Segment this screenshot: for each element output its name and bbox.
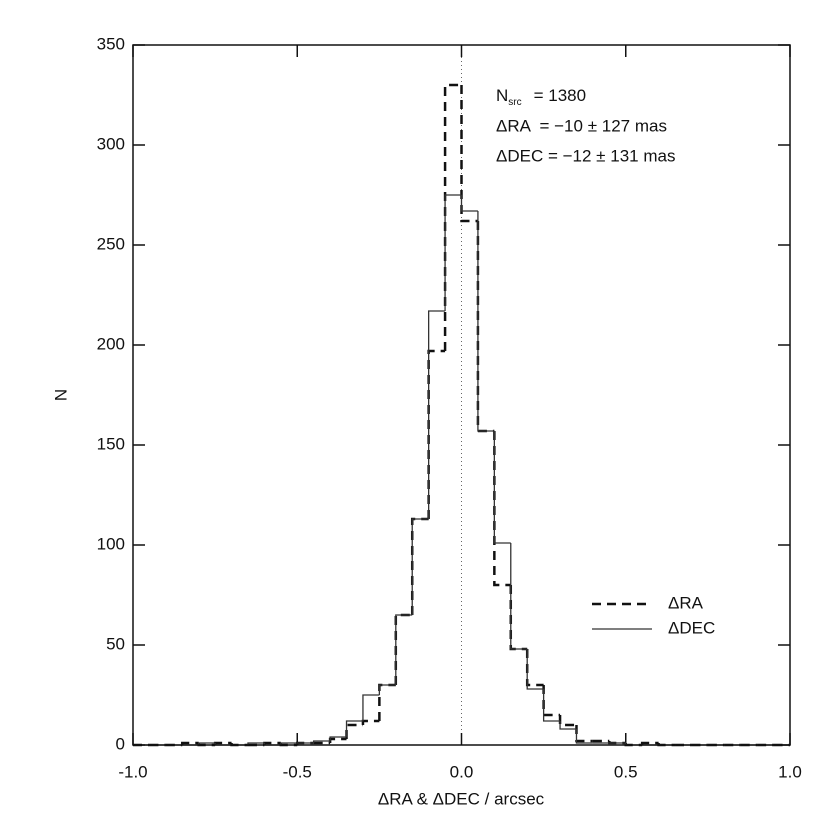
legend-label: ΔDEC [668,618,715,637]
y-tick-label: 100 [97,534,125,553]
hist-step [427,349,446,519]
hist-step [395,614,413,685]
y-tick-label: 0 [116,734,125,753]
hist-step [378,683,396,721]
hist-step [460,85,478,223]
hist-step [410,517,429,615]
hist-step [443,83,462,351]
hist-step [477,211,495,432]
hist-step [329,736,347,741]
x-axis-label: ΔRA & ΔDEC / arcsec [378,789,545,808]
hist-step [428,310,446,519]
y-tick-label: 200 [97,334,125,353]
hist-step [493,431,511,587]
n-sub: src [508,97,521,108]
hist-step [362,694,380,721]
x-tick-label: -1.0 [118,762,147,781]
hist-step [444,194,462,311]
n-text: = 1380 [534,86,586,105]
hist-step [575,725,593,743]
hist-step [559,721,577,730]
annotation: ΔDEC = −12 ± 131 mas [496,146,675,165]
hist-step [542,685,561,717]
hist-step [328,737,347,743]
hist-step [575,729,593,744]
x-tick-label: 1.0 [778,762,802,781]
hist-step [493,431,511,544]
hist-step [476,221,495,433]
hist-step [509,585,528,651]
hist-step [345,720,363,737]
y-tick-label: 50 [106,634,125,653]
x-tick-label: -0.5 [283,762,312,781]
y-tick-label: 150 [97,434,125,453]
n-base: N [496,86,508,105]
y-axis-label: N [51,389,70,401]
y-tick-label: 300 [97,134,125,153]
annotation: ΔRA = −10 ± 127 mas [496,116,667,135]
n-label: Nsrc = 1380 [496,86,586,107]
plot-frame [132,44,791,746]
legend-label: ΔRA [668,593,704,612]
hist-step [411,518,429,615]
hist-step [526,649,544,690]
hist-step [558,715,577,727]
hist-step [313,740,331,743]
hist-step [510,543,528,650]
x-tick-label: 0.0 [450,762,474,781]
hist-step [345,723,363,739]
hist-step [460,195,478,212]
y-tick-label: 250 [97,234,125,253]
hist-step [525,649,544,687]
hist-step [361,719,380,725]
y-tick-label: 350 [97,34,125,53]
hist-step [394,613,413,685]
hist-step [542,689,561,722]
hist-step [378,684,396,695]
x-tick-label: 0.5 [614,762,638,781]
